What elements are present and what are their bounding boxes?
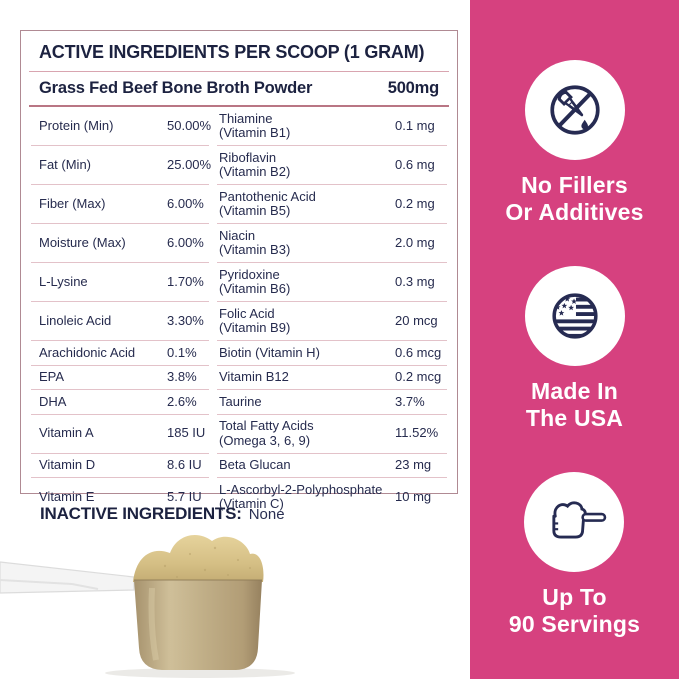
ingredient-name: Niacin (Vitamin B3): [219, 227, 291, 257]
table-row: Moisture (Max) 6.00% Niacin (Vitamin B3) 2…: [31, 223, 447, 262]
ingredient-name: L-Lysine: [39, 273, 88, 289]
inactive-ingredients: INACTIVE INGREDIENTS: None: [40, 504, 285, 524]
shadow: [105, 668, 295, 678]
powder-mound: [133, 534, 264, 582]
table-row: Vitamin E 5.7 IU L-Ascorbyl-2-Polyphospha…: [31, 477, 447, 516]
ingredient-name: Folic Acid (Vitamin B9): [219, 305, 291, 335]
icon-circle: [524, 472, 625, 572]
feature-line1: No Fillers: [521, 172, 628, 198]
ingredient-name: Biotin (Vitamin H): [219, 344, 320, 360]
table-row: Vitamin D 8.6 IU Beta Glucan 23 mg: [31, 452, 447, 478]
ingredient-value: 50.00%: [167, 117, 212, 133]
ingredient-value: 0.6 mg: [395, 156, 435, 172]
ingredient-value: 6.00%: [167, 234, 204, 250]
ingredient-value: 0.6 mcg: [395, 344, 442, 360]
divider: [29, 105, 449, 107]
ingredient-value: 3.7%: [395, 393, 425, 409]
ingredient-value: 11.52%: [395, 425, 439, 441]
ingredient-value: 25.00%: [167, 156, 212, 172]
ingredient-name: Riboflavin (Vitamin B2): [219, 149, 291, 179]
scoop-handle: [0, 561, 135, 594]
subheader-row: Grass Fed Beef Bone Broth Powder 500mg: [21, 72, 457, 105]
ingredient-value: 10 mg: [395, 488, 432, 504]
icon-circle: [524, 266, 625, 366]
ingredient-name: Vitamin B12: [219, 369, 289, 384]
feature-servings: Up To 90 Servings: [509, 472, 640, 638]
ingredient-value: 3.30%: [167, 312, 204, 328]
handle-ridge: [0, 579, 99, 590]
ingredient-name: DHA: [39, 393, 67, 409]
ingredient-name: Beta Glucan: [219, 457, 291, 472]
table-row: Vitamin A 185 IU Total Fatty Acids (Omega…: [31, 413, 447, 453]
active-ingredients-panel: ACTIVE INGREDIENTS PER SCOOP (1 GRAM) Gr…: [20, 30, 458, 511]
ingredient-name: L-Ascorbyl-2-Polyphosphate (Vitamin C): [219, 481, 383, 511]
feature-line2: Or Additives: [505, 199, 644, 225]
no-fillers-icon: [549, 85, 600, 135]
ingredient-name: Fat (Min): [39, 156, 91, 172]
ingredient-value: 0.1%: [167, 344, 197, 360]
feature-label: Up To 90 Servings: [509, 584, 640, 638]
ingredient-name: Arachidonic Acid: [39, 344, 136, 360]
ingredient-value: 2.6%: [167, 393, 197, 409]
ingredient-value: 6.00%: [167, 195, 204, 211]
cup-highlight: [148, 587, 159, 661]
table-row: Linoleic Acid 3.30% Folic Acid (Vitamin B…: [31, 301, 447, 340]
table-row: Fat (Min) 25.00% Riboflavin (Vitamin B2) 0…: [31, 145, 447, 184]
feature-line1: Made In: [530, 378, 619, 404]
table-row: DHA 2.6% Taurine 3.7%: [31, 389, 447, 414]
ingredient-name: Pyridoxine (Vitamin B6): [219, 266, 291, 296]
ingredient-name: Thiamine (Vitamin B1): [219, 110, 291, 140]
ingredient-name: Taurine: [219, 393, 262, 409]
ingredient-value: 8.6 IU: [167, 457, 202, 472]
table-row: L-Lysine 1.70% Pyridoxine (Vitamin B6) 0.3…: [31, 262, 447, 301]
table-row: EPA 3.8% Vitamin B12 0.2 mcg: [31, 364, 447, 390]
ingredient-name: Vitamin A: [39, 425, 94, 441]
table-row: Protein (Min) 50.00% Thiamine (Vitamin B1…: [31, 107, 447, 145]
ingredient-value: 23 mg: [395, 457, 432, 472]
ingredient-value: 20 mcg: [395, 312, 438, 328]
benefits-sidebar: No Fillers Or Additives: [470, 0, 679, 679]
icon-circle: [524, 60, 625, 160]
ingredient-value: 2.0 mg: [395, 234, 435, 250]
ingredient-name: Protein (Min): [39, 117, 114, 133]
ingredient-value: 3.8%: [167, 369, 197, 384]
feature-line1: Up To: [542, 584, 607, 610]
feature-label: Made In The USA: [526, 378, 623, 432]
ingredient-name: Vitamin D: [39, 457, 96, 472]
table-row: Arachidonic Acid 0.1% Biotin (Vitamin H) 0…: [31, 340, 447, 365]
feature-line2: The USA: [525, 405, 624, 431]
ingredient-value: 0.2 mg: [395, 195, 435, 211]
table-row: Fiber (Max) 6.00% Pantothenic Acid (Vitam…: [31, 184, 447, 223]
feature-line2: 90 Servings: [508, 611, 641, 637]
ingredients-table: Protein (Min) 50.00% Thiamine (Vitamin B1…: [21, 107, 457, 516]
ingredient-value: 0.2 mcg: [395, 369, 442, 384]
usa-flag-icon: [551, 293, 598, 339]
ingredient-name: Moisture (Max): [39, 234, 126, 250]
powder-texture: [163, 546, 251, 578]
ingredient-value: 185 IU: [167, 425, 206, 441]
inactive-label: INACTIVE INGREDIENTS:: [40, 504, 242, 523]
ingredient-value: 1.70%: [167, 273, 204, 289]
ingredient-value: 0.3 mg: [395, 273, 435, 289]
panel-title: ACTIVE INGREDIENTS PER SCOOP (1 GRAM): [39, 42, 425, 62]
subheader-value: 500mg: [387, 79, 439, 97]
scoop-icon: [552, 501, 607, 539]
drop: [580, 119, 588, 130]
ingredient-name: Linoleic Acid: [39, 312, 112, 328]
divider: [29, 71, 449, 72]
feature-label: No Fillers Or Additives: [505, 172, 643, 226]
subheader-name: Grass Fed Beef Bone Broth Powder: [39, 79, 313, 97]
ingredient-name: Vitamin E: [39, 488, 95, 504]
ingredient-name: EPA: [39, 369, 65, 384]
ingredient-name: Fiber (Max): [39, 195, 106, 211]
inactive-value: None: [248, 506, 285, 523]
scoop-cup: [134, 580, 262, 670]
feature-made-in-usa: Made In The USA: [524, 266, 625, 432]
ingredient-name: Pantothenic Acid (Vitamin B5): [219, 188, 316, 218]
ingredient-value: 5.7 IU: [167, 488, 202, 504]
ingredient-name: Total Fatty Acids (Omega 3, 6, 9): [219, 418, 314, 448]
scoop-powder-photo: [0, 534, 295, 678]
ingredient-value: 0.1 mg: [395, 117, 435, 133]
feature-no-fillers: No Fillers Or Additives: [505, 60, 643, 226]
